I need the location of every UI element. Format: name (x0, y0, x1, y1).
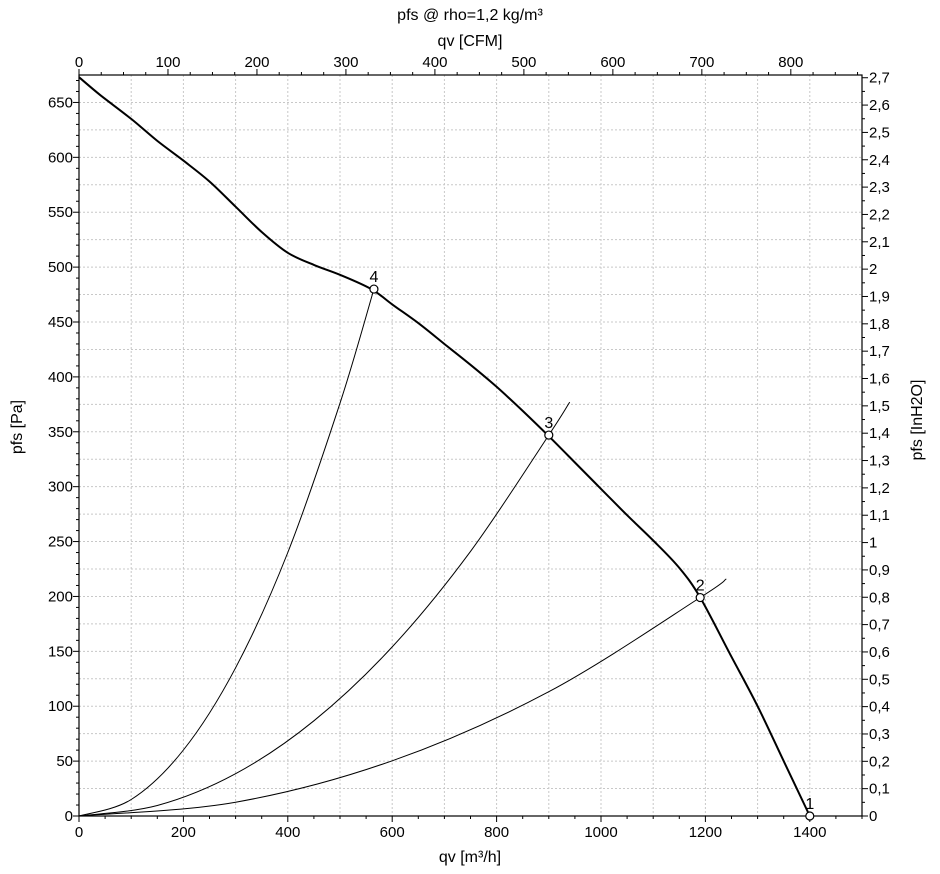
left-axis-tick-label: 450 (48, 314, 73, 331)
chart-title: pfs @ rho=1,2 kg/m³ (397, 7, 543, 24)
right-axis-tick-label: 0,1 (869, 781, 890, 798)
system-curve (78, 578, 727, 817)
operating-point-marker (544, 430, 554, 440)
bottom-axis-label: qv [m³/h] (439, 849, 501, 866)
system-curve (78, 401, 571, 817)
bottom-axis-tick-label: 1000 (584, 824, 617, 841)
operating-point-label: 1 (805, 796, 814, 813)
top-axis-tick-label: 200 (244, 54, 269, 71)
top-axis-tick-label: 800 (778, 54, 803, 71)
operating-point-label: 3 (544, 415, 553, 432)
right-axis-tick-label: 0,7 (869, 617, 890, 634)
top-axis-tick-label: 600 (600, 54, 625, 71)
bottom-axis-tick-label: 1200 (689, 824, 722, 841)
grid-lines (79, 75, 862, 816)
top-axis-label: qv [CFM] (438, 33, 503, 50)
left-axis-tick-label: 600 (48, 149, 73, 166)
right-axis-tick-label: 0,6 (869, 644, 890, 661)
fan-curve (78, 76, 811, 817)
bottom-axis-tick-label: 400 (275, 824, 300, 841)
right-axis-tick-label: 1 (869, 535, 877, 552)
right-axis-tick-label: 1,8 (869, 316, 890, 333)
right-axis-tick-label: 2,3 (869, 179, 890, 196)
right-axis-tick-label: 2 (869, 261, 877, 278)
top-axis-tick-label: 400 (422, 54, 447, 71)
right-axis-label: pfs [InH2O] (909, 380, 926, 461)
right-axis-tick-label: 1,4 (869, 425, 890, 442)
operating-point-label: 2 (696, 578, 705, 595)
left-axis-label: pfs [Pa] (9, 400, 26, 454)
left-axis-tick-label: 50 (56, 753, 73, 770)
right-axis-tick-label: 1,3 (869, 453, 890, 470)
right-axis-tick-label: 1,7 (869, 343, 890, 360)
operating-point-marker (805, 811, 815, 821)
operating-point-label: 4 (369, 269, 378, 286)
right-axis-tick-label: 2,6 (869, 97, 890, 114)
right-axis-tick-label: 0,2 (869, 753, 890, 770)
bottom-axis-tick-label: 800 (484, 824, 509, 841)
left-axis-tick-label: 300 (48, 479, 73, 496)
right-axis-tick-label: 2,7 (869, 70, 890, 87)
left-axis-tick-label: 650 (48, 94, 73, 111)
right-axis-tick-label: 1,1 (869, 507, 890, 524)
top-axis-tick-label: 700 (689, 54, 714, 71)
bottom-axis-tick-label: 0 (75, 824, 83, 841)
bottom-axis-tick-label: 200 (171, 824, 196, 841)
axis-labels: pfs @ rho=1,2 kg/m³ qv [CFM] qv [m³/h] p… (9, 7, 926, 866)
right-axis-tick-label: 0,5 (869, 671, 890, 688)
left-axis-tick-label: 250 (48, 534, 73, 551)
bottom-axis-tick-label: 600 (380, 824, 405, 841)
left-axis-tick-label: 100 (48, 698, 73, 715)
left-axis-tick-label: 350 (48, 424, 73, 441)
right-axis-tick-label: 1,2 (869, 480, 890, 497)
right-axis-tick-label: 2,2 (869, 206, 890, 223)
top-axis-tick-label: 500 (511, 54, 536, 71)
top-axis-tick-label: 300 (333, 54, 358, 71)
right-axis-tick-label: 0,3 (869, 726, 890, 743)
left-axis-tick-label: 550 (48, 204, 73, 221)
right-axis-tick-label: 0,9 (869, 562, 890, 579)
right-axis-tick-label: 1,6 (869, 371, 890, 388)
right-axis-tick-label: 0 (869, 808, 877, 825)
right-axis-tick-label: 1,5 (869, 398, 890, 415)
left-axis-tick-label: 400 (48, 369, 73, 386)
top-axis-tick-label: 0 (75, 54, 83, 71)
curves (78, 76, 811, 817)
left-axis-tick-label: 500 (48, 259, 73, 276)
left-axis-tick-label: 200 (48, 588, 73, 605)
operating-point-marker (369, 284, 379, 294)
system-curve (78, 288, 375, 817)
right-axis-tick-label: 2,1 (869, 234, 890, 251)
right-axis-tick-label: 2,5 (869, 124, 890, 141)
operating-point-marker (695, 592, 705, 603)
right-axis-tick-label: 1,9 (869, 288, 890, 305)
bottom-axis-tick-label: 1400 (793, 824, 826, 841)
operating-points: 1 2 3 4 (369, 269, 815, 821)
top-axis-tick-label: 100 (155, 54, 180, 71)
right-axis-tick-label: 2,4 (869, 152, 890, 169)
left-axis-tick-label: 0 (65, 808, 73, 825)
right-axis-tick-label: 0,8 (869, 589, 890, 606)
right-axis-tick-label: 0,4 (869, 699, 890, 716)
left-axis-tick-label: 150 (48, 643, 73, 660)
